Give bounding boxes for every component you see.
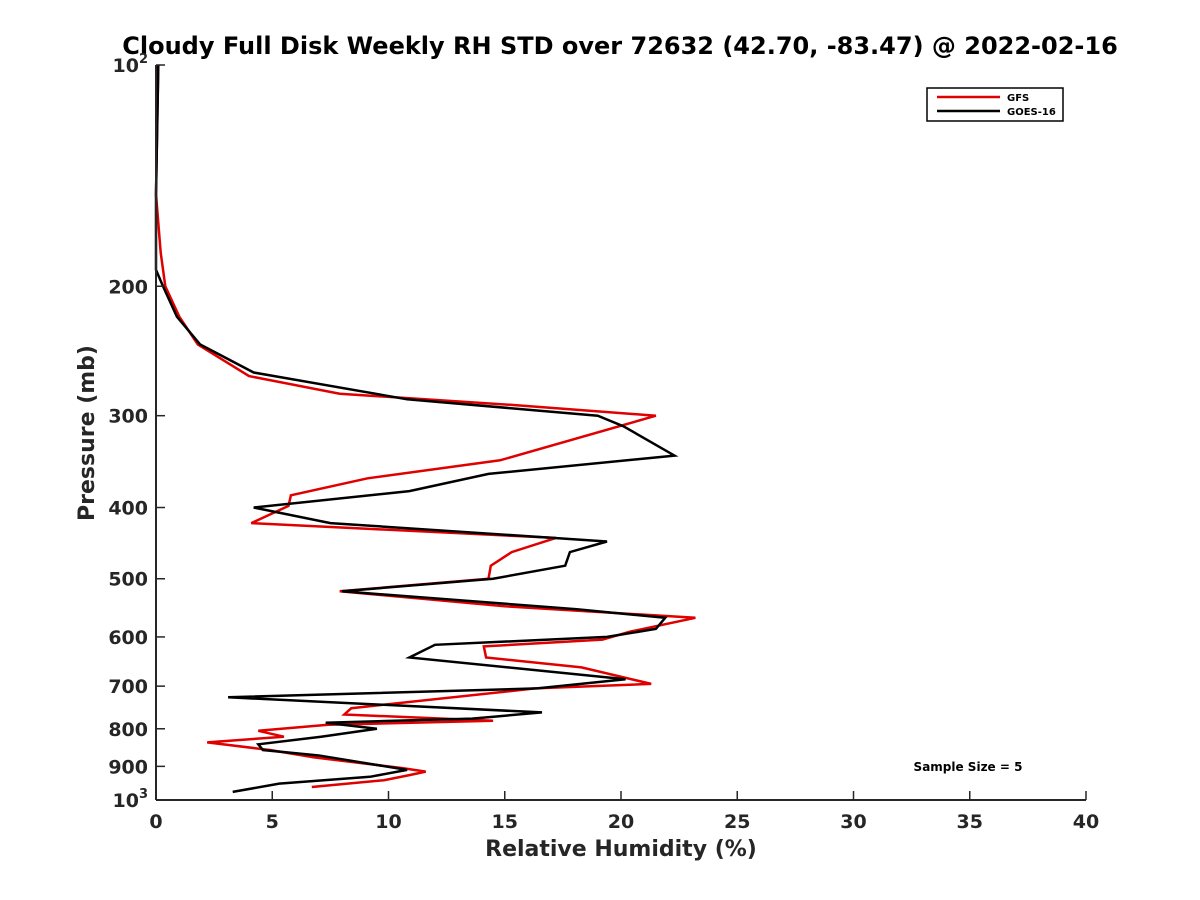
x-ticks: 0 5 10 15 20 25 30 35 40 — [149, 791, 1099, 833]
x-tick-label: 15 — [492, 811, 518, 833]
y-tick-label: 400 — [108, 498, 148, 520]
x-tick-label: 0 — [149, 811, 162, 833]
legend-items: GFS GOES-16 — [937, 93, 1056, 118]
legend-box — [926, 87, 1064, 122]
legend: GFS GOES-16 — [926, 87, 1064, 122]
y-tick-label: 200 — [108, 276, 148, 298]
y-tick-label: 102 — [113, 52, 149, 77]
sample-size-annotation: Sample Size = 5 — [914, 760, 1023, 774]
x-tick-label: 25 — [724, 811, 750, 833]
y-ticks: 102 200 300 400 500 600 700 800 900 103 — [108, 52, 165, 812]
chart-title: Cloudy Full Disk Weekly RH STD over 7263… — [122, 32, 1118, 60]
x-tick-label: 10 — [375, 811, 401, 833]
series-line-goes-16 — [154, 64, 679, 794]
x-axis-label: Relative Humidity (%) — [485, 837, 757, 862]
y-tick-label: 500 — [108, 569, 148, 591]
y-tick-label: 800 — [108, 719, 148, 741]
x-tick-label: 30 — [840, 811, 866, 833]
series-line-gfs — [154, 64, 696, 789]
y-tick-label: 700 — [108, 676, 148, 698]
y-tick-label: 300 — [108, 406, 148, 428]
y-tick-label: 103 — [113, 787, 149, 812]
x-tick-label: 5 — [266, 811, 279, 833]
legend-label: GFS — [1007, 93, 1029, 104]
y-axis-label: Pressure (mb) — [75, 345, 100, 521]
y-tick-label: 600 — [108, 627, 148, 649]
x-tick-label: 20 — [608, 811, 634, 833]
x-tick-label: 35 — [957, 811, 983, 833]
x-tick-label: 40 — [1073, 811, 1099, 833]
legend-label: GOES-16 — [1007, 107, 1056, 118]
series-layer — [154, 64, 696, 794]
y-tick-label: 900 — [108, 756, 148, 778]
